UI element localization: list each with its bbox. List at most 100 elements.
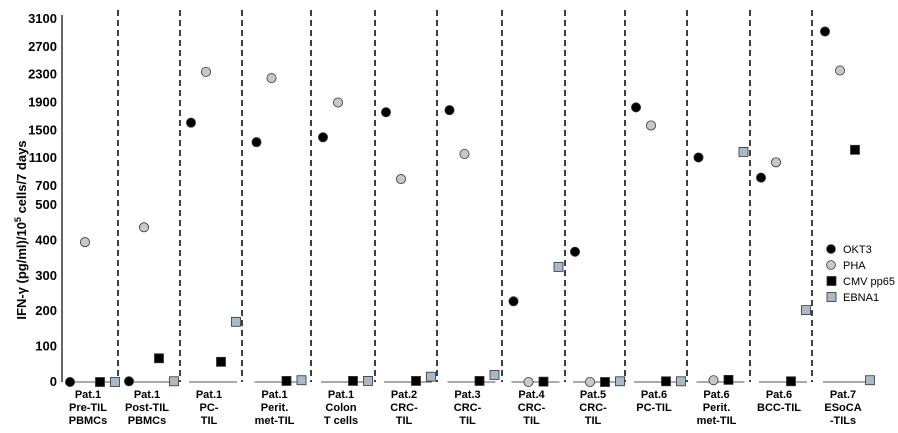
y-tick-label: 700 bbox=[35, 178, 57, 193]
y-axis: 0 100 200 300 400 500 700 1100 1500 1900 2300 2700 3… bbox=[28, 11, 63, 389]
category-label-13-line-1: Pat.7 bbox=[830, 389, 856, 401]
category-label-10-line-2: PC-TIL bbox=[636, 402, 672, 414]
point-pha-1 bbox=[80, 237, 91, 248]
category-label-8-line-3: TIL bbox=[523, 415, 540, 427]
point-okt3-8 bbox=[508, 296, 519, 307]
point-ebna1-8 bbox=[553, 262, 564, 272]
y-tick-label: 500 bbox=[35, 197, 57, 212]
category-label-11-line-2: Perit. bbox=[703, 402, 731, 414]
y-tick-label: 0 bbox=[50, 374, 57, 389]
point-cmv-pp65-12 bbox=[786, 376, 796, 387]
point-cmv-pp65-2 bbox=[154, 353, 164, 364]
divider-lines bbox=[117, 10, 813, 382]
point-ebna1-10 bbox=[676, 376, 686, 387]
category-label-9-line-3: TIL bbox=[585, 415, 602, 427]
point-pha-7 bbox=[459, 148, 470, 159]
category-label-7-line-3: TIL bbox=[459, 415, 476, 427]
point-pha-9 bbox=[585, 376, 596, 387]
y-tick-label: 2700 bbox=[28, 39, 57, 54]
category-label-5-line-1: Pat.1 bbox=[328, 389, 354, 401]
y-tick-label: 1900 bbox=[28, 95, 57, 110]
category-label-4-line-1: Pat.1 bbox=[261, 389, 287, 401]
point-pha-13 bbox=[835, 65, 846, 76]
point-okt3-2 bbox=[124, 376, 135, 387]
legend: OKT3 PHA CMV pp65 EBNA1 bbox=[826, 244, 895, 304]
category-label-10-line-1: Pat.6 bbox=[641, 389, 667, 401]
category-label-4-line-2: Perit. bbox=[261, 402, 289, 414]
point-cmv-pp65-3 bbox=[216, 356, 226, 367]
point-pha-11 bbox=[708, 375, 719, 386]
y-tick-label: 300 bbox=[35, 268, 57, 283]
category-label-8-line-2: CRC- bbox=[518, 402, 546, 414]
point-ebna1-6 bbox=[426, 371, 436, 382]
point-okt3-3 bbox=[185, 117, 196, 128]
category-label-6-line-3: TIL bbox=[396, 415, 413, 427]
point-cmv-pp65-10 bbox=[661, 376, 671, 387]
category-label-8-line-1: Pat.4 bbox=[518, 389, 545, 401]
category-label-12-line-1: Pat.6 bbox=[766, 389, 792, 401]
point-ebna1-13 bbox=[865, 375, 875, 386]
point-cmv-pp65-9 bbox=[600, 377, 610, 387]
category-label-2-line-2: Post-TIL bbox=[125, 402, 169, 414]
category-label-6-line-1: Pat.2 bbox=[391, 389, 417, 401]
category-label-5-line-3: T cells bbox=[324, 415, 358, 427]
point-ebna1-2 bbox=[169, 376, 179, 387]
category-label-2-line-1: Pat.1 bbox=[134, 389, 160, 401]
point-cmv-pp65-4 bbox=[281, 376, 292, 386]
point-okt3-4 bbox=[251, 137, 262, 148]
point-okt3-11 bbox=[693, 152, 704, 163]
category-label-9-line-2: CRC- bbox=[579, 402, 607, 414]
y-tick-label: 3100 bbox=[28, 11, 57, 26]
point-cmv-pp65-6 bbox=[411, 376, 421, 386]
category-label-1-line-3: PBMCs bbox=[69, 415, 108, 427]
legend-label-okt3: OKT3 bbox=[843, 244, 872, 256]
category-label-3-line-1: Pat.1 bbox=[196, 389, 222, 401]
legend-marker-cmv-pp65 bbox=[826, 276, 837, 286]
point-pha-3 bbox=[200, 66, 211, 77]
category-label-11-line-3: met-TIL bbox=[697, 415, 737, 427]
point-ebna1-9 bbox=[615, 376, 625, 387]
point-ebna1-7 bbox=[489, 370, 500, 380]
category-label-1-line-2: Pre-TIL bbox=[69, 402, 107, 414]
y-tick-labels: 0 100 200 300 400 500 700 1100 1500 1900 2300 2700 3… bbox=[28, 11, 57, 389]
point-cmv-pp65-1 bbox=[95, 377, 105, 387]
category-label-12-line-2: BCC-TIL bbox=[757, 402, 801, 414]
point-ebna1-3 bbox=[231, 316, 241, 327]
y-tick-label: 100 bbox=[35, 339, 57, 354]
category-label-13-line-3: -TILs bbox=[830, 415, 856, 427]
y-tick-label: 400 bbox=[35, 232, 57, 247]
data-points bbox=[65, 26, 875, 387]
category-label-13-line-2: ESoCA bbox=[824, 402, 861, 414]
category-label-6-line-2: CRC- bbox=[390, 402, 418, 414]
category-label-7-line-1: Pat.3 bbox=[454, 389, 480, 401]
point-ebna1-1 bbox=[110, 377, 120, 387]
point-okt3-12 bbox=[756, 172, 767, 183]
category-label-9-line-1: Pat.5 bbox=[580, 389, 606, 401]
point-okt3-6 bbox=[380, 107, 391, 118]
category-labels: Pat.1Pre-TILPBMCsPat.1Post-TILPBMCsPat.1… bbox=[69, 389, 862, 427]
point-cmv-pp65-5 bbox=[348, 376, 358, 386]
legend-label-pha: PHA bbox=[843, 260, 866, 272]
point-ebna1-4 bbox=[296, 375, 307, 386]
category-label-5-line-2: Colon bbox=[325, 402, 356, 414]
point-pha-10 bbox=[646, 120, 657, 131]
category-label-4-line-3: met-TIL bbox=[255, 415, 295, 427]
legend-marker-okt3 bbox=[826, 244, 836, 254]
category-label-3-line-2: PC- bbox=[200, 402, 219, 414]
point-okt3-1 bbox=[65, 376, 76, 387]
point-pha-6 bbox=[395, 174, 406, 185]
point-okt3-7 bbox=[444, 105, 455, 116]
legend-label-cmv-pp65: CMV pp65 bbox=[843, 276, 895, 288]
category-label-2-line-3: PBMCs bbox=[128, 415, 167, 427]
y-tick-label: 200 bbox=[35, 303, 57, 318]
point-ebna1-5 bbox=[363, 376, 373, 386]
category-label-3-line-3: TIL bbox=[201, 415, 218, 427]
legend-marker-pha bbox=[826, 260, 836, 270]
point-cmv-pp65-8 bbox=[538, 376, 549, 387]
point-okt3-5 bbox=[317, 132, 328, 143]
point-ebna1-11 bbox=[738, 147, 749, 157]
point-cmv-pp65-11 bbox=[723, 374, 734, 385]
category-label-1-line-1: Pat.1 bbox=[75, 389, 101, 401]
y-tick-label: 1500 bbox=[28, 122, 57, 137]
